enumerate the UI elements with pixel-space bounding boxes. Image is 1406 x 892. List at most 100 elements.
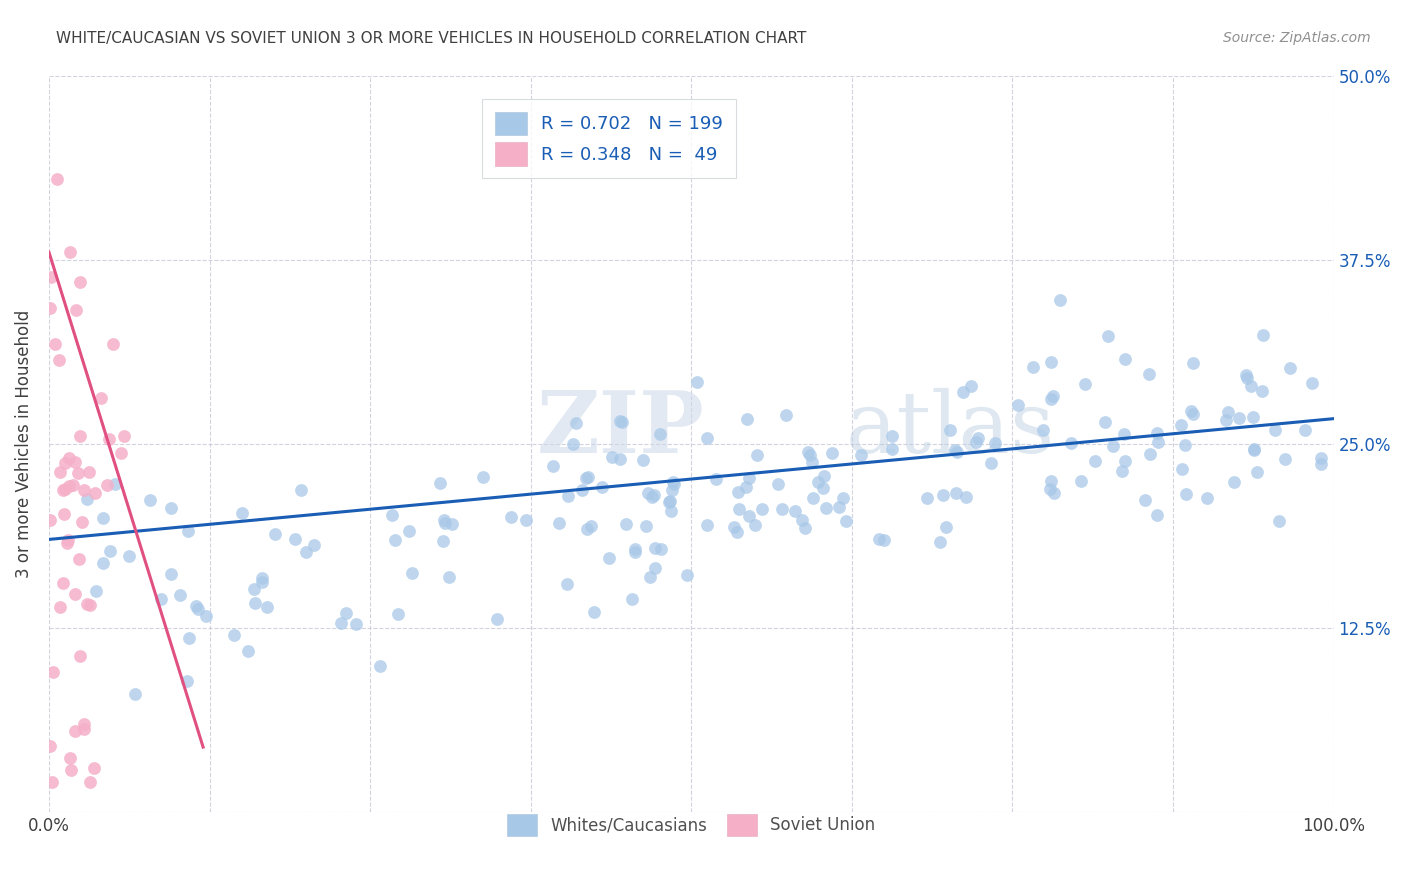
Point — [641, 490, 664, 504]
Point — [960, 379, 983, 393]
Point — [1146, 426, 1168, 441]
Point — [794, 521, 817, 535]
Point — [52, 483, 75, 498]
Point — [381, 508, 404, 522]
Point — [149, 591, 172, 606]
Point — [661, 504, 683, 518]
Point — [849, 448, 872, 462]
Point — [62, 478, 84, 492]
Point — [648, 426, 671, 441]
Point — [335, 606, 357, 620]
Point — [1174, 438, 1197, 452]
Point — [1268, 514, 1291, 528]
Point — [177, 631, 200, 645]
Point — [873, 533, 896, 547]
Point — [799, 448, 821, 462]
Point — [69, 649, 91, 664]
Point — [1241, 410, 1264, 425]
Point — [184, 599, 207, 613]
Point — [735, 480, 758, 494]
Point — [48, 352, 70, 367]
Point — [73, 483, 96, 498]
Point — [46, 171, 69, 186]
Point — [432, 533, 454, 548]
Point — [984, 436, 1007, 450]
Point — [571, 483, 593, 497]
Point — [661, 483, 683, 497]
Point — [59, 245, 82, 260]
Point — [52, 575, 75, 590]
Point — [112, 428, 135, 442]
Point — [775, 408, 797, 422]
Point — [69, 275, 91, 289]
Point — [256, 599, 278, 614]
Point — [1195, 491, 1218, 506]
Point — [658, 495, 681, 509]
Point — [1251, 327, 1274, 342]
Point — [1114, 352, 1136, 367]
Point — [650, 542, 672, 557]
Point — [398, 524, 420, 538]
Point — [1243, 442, 1265, 456]
Point — [83, 486, 105, 500]
Point — [915, 491, 938, 505]
Point — [932, 488, 955, 502]
Point — [609, 413, 631, 427]
Point — [1216, 405, 1239, 419]
Point — [1264, 423, 1286, 437]
Point — [1074, 377, 1097, 392]
Point — [591, 480, 613, 494]
Point — [1114, 454, 1136, 468]
Point — [1021, 359, 1043, 374]
Point — [53, 456, 76, 470]
Point — [1294, 423, 1316, 437]
Point — [169, 588, 191, 602]
Point — [515, 513, 537, 527]
Point — [644, 541, 666, 555]
Point — [1174, 486, 1197, 500]
Point — [723, 520, 745, 534]
Point — [576, 522, 599, 536]
Point — [368, 659, 391, 673]
Point — [880, 428, 903, 442]
Point — [501, 509, 523, 524]
Point — [1309, 450, 1331, 465]
Point — [952, 384, 974, 399]
Point — [1309, 458, 1331, 472]
Point — [696, 431, 718, 445]
Point — [965, 434, 987, 449]
Point — [813, 468, 835, 483]
Point — [634, 519, 657, 533]
Point — [1215, 413, 1237, 427]
Point — [1060, 436, 1083, 450]
Point — [243, 596, 266, 610]
Point — [76, 597, 98, 611]
Point — [797, 444, 820, 458]
Point — [943, 442, 966, 457]
Point — [1112, 427, 1135, 442]
Point — [290, 483, 312, 497]
Point — [59, 763, 82, 777]
Point — [264, 526, 287, 541]
Point — [547, 516, 569, 530]
Point — [48, 600, 70, 615]
Point — [811, 481, 834, 495]
Point — [955, 490, 977, 504]
Point — [664, 476, 686, 491]
Point — [676, 568, 699, 582]
Point — [967, 431, 990, 445]
Point — [90, 391, 112, 405]
Point — [304, 538, 326, 552]
Point — [621, 592, 644, 607]
Point — [616, 517, 638, 532]
Point — [177, 524, 200, 539]
Point — [44, 336, 66, 351]
Point — [541, 458, 564, 473]
Point — [67, 552, 90, 566]
Point — [1039, 392, 1062, 407]
Point — [118, 549, 141, 564]
Point — [1097, 329, 1119, 343]
Point — [751, 502, 773, 516]
Point — [939, 423, 962, 437]
Point — [610, 415, 633, 429]
